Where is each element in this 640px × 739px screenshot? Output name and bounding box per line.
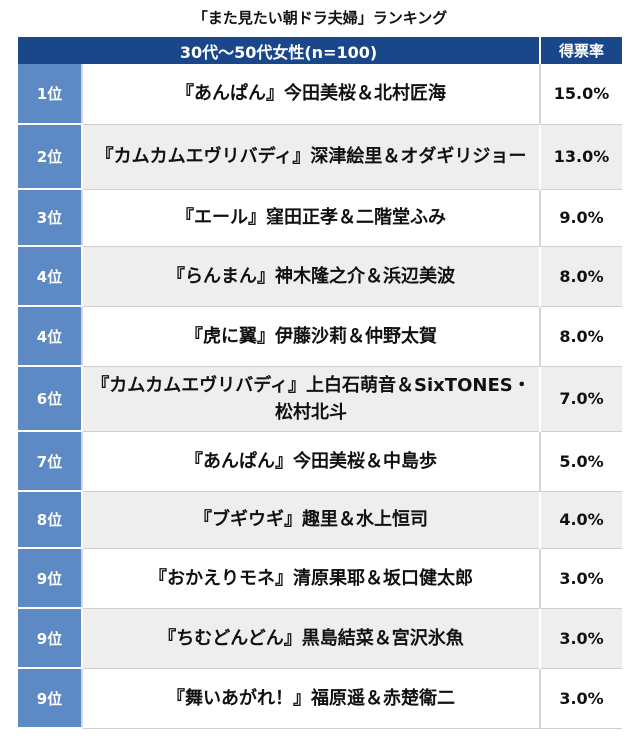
share-cell: 8.0%	[540, 306, 623, 367]
table-row: 9位 『ちむどんどん』黒島結菜＆宮沢氷魚 3.0%	[18, 608, 623, 669]
table-row: 6位 『カムカムエヴリバディ』上白石萌音＆SixTONES・松村北斗 7.0%	[18, 366, 623, 432]
share-cell: 3.0%	[540, 608, 623, 669]
share-cell: 13.0%	[540, 124, 623, 190]
share-cell: 4.0%	[540, 491, 623, 549]
couple-cell: 『らんまん』神木隆之介＆浜辺美波	[80, 246, 542, 307]
table-header-row: 30代〜50代女性(n=100) 得票率	[18, 37, 623, 64]
header-respondent-group: 30代〜50代女性(n=100)	[18, 37, 542, 64]
couple-cell: 『おかえりモネ』清原果耶＆坂口健太郎	[80, 548, 542, 609]
couple-cell: 『あんぱん』今田美桜＆中島歩	[80, 431, 542, 492]
header-vote-share: 得票率	[540, 37, 623, 64]
rank-cell: 9位	[18, 608, 82, 669]
rank-cell: 9位	[18, 668, 82, 729]
table-row: 9位 『おかえりモネ』清原果耶＆坂口健太郎 3.0%	[18, 548, 623, 609]
table-row: 8位 『ブギウギ』趣里＆水上恒司 4.0%	[18, 491, 623, 549]
share-cell: 3.0%	[540, 668, 623, 729]
share-cell: 15.0%	[540, 64, 623, 125]
table-row: 3位 『エール』窪田正孝＆二階堂ふみ 9.0%	[18, 189, 623, 247]
share-cell: 9.0%	[540, 189, 623, 247]
couple-cell: 『エール』窪田正孝＆二階堂ふみ	[80, 189, 542, 247]
couple-cell: 『舞いあがれ！』福原遥＆赤楚衛二	[80, 668, 542, 729]
ranking-table: 30代〜50代女性(n=100) 得票率 1位 『あんぱん』今田美桜＆北村匠海 …	[18, 37, 623, 729]
rank-cell: 1位	[18, 64, 82, 125]
rank-cell: 4位	[18, 246, 82, 307]
table-row: 1位 『あんぱん』今田美桜＆北村匠海 15.0%	[18, 64, 623, 125]
rank-cell: 2位	[18, 124, 82, 190]
chart-title: 「また見たい朝ドラ夫婦」ランキング	[192, 9, 448, 27]
share-cell: 5.0%	[540, 431, 623, 492]
share-cell: 3.0%	[540, 548, 623, 609]
table-row: 4位 『らんまん』神木隆之介＆浜辺美波 8.0%	[18, 246, 623, 307]
share-cell: 7.0%	[540, 366, 623, 432]
table-row: 7位 『あんぱん』今田美桜＆中島歩 5.0%	[18, 431, 623, 492]
rank-cell: 9位	[18, 548, 82, 609]
table-row: 2位 『カムカムエヴリバディ』深津絵里＆オダギリジョー 13.0%	[18, 124, 623, 190]
rank-cell: 3位	[18, 189, 82, 247]
couple-cell: 『ブギウギ』趣里＆水上恒司	[80, 491, 542, 549]
couple-cell: 『カムカムエヴリバディ』深津絵里＆オダギリジョー	[80, 124, 542, 190]
table-row: 9位 『舞いあがれ！』福原遥＆赤楚衛二 3.0%	[18, 668, 623, 729]
couple-cell: 『虎に翼』伊藤沙莉＆仲野太賀	[80, 306, 542, 367]
couple-cell: 『ちむどんどん』黒島結菜＆宮沢氷魚	[80, 608, 542, 669]
rank-cell: 8位	[18, 491, 82, 549]
couple-cell: 『カムカムエヴリバディ』上白石萌音＆SixTONES・松村北斗	[80, 366, 542, 432]
table-row: 4位 『虎に翼』伊藤沙莉＆仲野太賀 8.0%	[18, 306, 623, 367]
rank-cell: 7位	[18, 431, 82, 492]
rank-cell: 6位	[18, 366, 82, 432]
couple-cell: 『あんぱん』今田美桜＆北村匠海	[80, 64, 542, 125]
share-cell: 8.0%	[540, 246, 623, 307]
rank-cell: 4位	[18, 306, 82, 367]
